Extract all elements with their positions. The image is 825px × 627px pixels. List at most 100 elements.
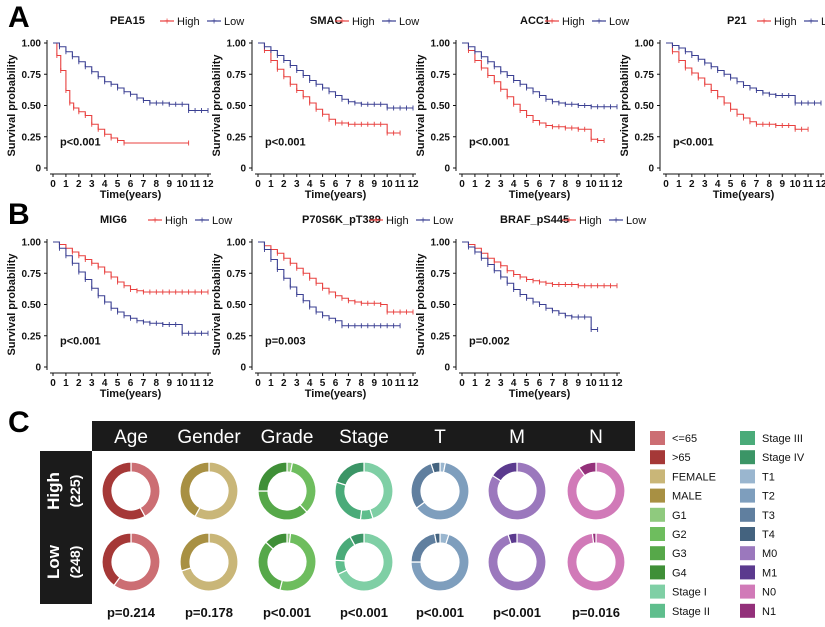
donut-slice: [179, 532, 210, 572]
x-tick-label: 3: [89, 179, 95, 190]
km-plot-p21: P21+High+Low00.250.500.751.0001234567891…: [619, 15, 825, 201]
km-curve-low: [258, 42, 413, 109]
legend-low-label: Low: [609, 16, 629, 28]
row-label-high: High: [44, 472, 63, 510]
legend-high-marker: +: [549, 17, 555, 28]
x-tick-label: 0: [255, 179, 261, 190]
x-tick-label: 1: [268, 179, 274, 190]
key-item: M1: [740, 565, 777, 580]
x-tick-label: 7: [550, 378, 556, 389]
legend-low-marker: +: [199, 216, 205, 227]
km-curve-low: [258, 241, 401, 327]
key-swatch: [740, 565, 755, 580]
donut-slice: [289, 461, 317, 513]
key-label: M1: [762, 567, 777, 579]
y-tick-label: 0.50: [22, 101, 42, 112]
row-count-high: (225): [67, 475, 83, 508]
donut-slice: [257, 541, 284, 591]
key-label: N1: [762, 606, 776, 618]
key-label: >65: [672, 452, 691, 464]
donut-slice: [433, 532, 441, 545]
x-tick-label: 3: [294, 378, 300, 389]
donut-slice: [415, 461, 470, 521]
donut-slice: [180, 532, 239, 592]
header-stage: Stage: [339, 427, 389, 448]
legend-low-label: Low: [212, 215, 232, 227]
x-tick-label: 3: [498, 179, 504, 190]
donut-slice: [487, 532, 547, 592]
y-tick-label: 0.75: [227, 70, 247, 81]
donut-low-n: [566, 532, 626, 592]
legend-high-label: High: [774, 16, 797, 28]
category-key: <=65 >65 FEMALE MALE G1 G2 G3 G4 Stage I Stage II…: [650, 431, 805, 618]
key-item: N1: [740, 603, 776, 618]
x-tick-label: 5: [524, 179, 530, 190]
key-item: G2: [650, 527, 687, 541]
km-curve-high: [462, 241, 617, 287]
key-item: Stage III: [740, 431, 803, 445]
donut-pvalue-stage: p<0.001: [340, 605, 388, 620]
x-tick-label: 9: [166, 179, 172, 190]
donut-slice: [430, 461, 441, 474]
km-curve-low: [53, 241, 208, 334]
panel-letter-c: C: [8, 406, 30, 439]
donut-slice: [336, 532, 394, 592]
donut-high-stage: [334, 461, 394, 521]
x-tick-label: 2: [76, 179, 82, 190]
donut-slice: [410, 462, 435, 509]
y-axis-label: Survival probability: [415, 54, 427, 157]
donut-low-grade: [257, 532, 317, 592]
header-t: T: [434, 427, 446, 448]
donut-slice: [101, 461, 146, 521]
x-tick-label: 4: [102, 179, 108, 190]
legend-high-label: High: [579, 215, 602, 227]
x-tick-label: 0: [459, 179, 465, 190]
y-tick-label: 1.00: [227, 39, 247, 50]
header-m: M: [509, 427, 525, 448]
x-axis-label: Time(years): [305, 189, 367, 201]
donut-slice: [257, 461, 288, 492]
key-label: FEMALE: [672, 471, 716, 483]
km-pvalue: p<0.001: [60, 336, 101, 348]
km-title: SMAC: [310, 15, 342, 27]
donut-pvalue-grade: p<0.001: [263, 605, 311, 620]
x-axis-label: Time(years): [713, 189, 775, 201]
x-tick-label: 11: [395, 378, 406, 389]
x-tick-label: 4: [102, 378, 108, 389]
y-tick-label: 0.50: [431, 101, 451, 112]
row-label-bar: [40, 451, 92, 604]
key-label: <=65: [672, 433, 697, 445]
key-label: M0: [762, 548, 777, 560]
key-swatch: [740, 469, 755, 484]
km-title: P21: [727, 15, 747, 27]
x-axis-label: Time(years): [100, 388, 162, 400]
donut-high-t: [410, 461, 470, 521]
x-tick-label: 7: [754, 179, 760, 190]
donut-matrix: Age Gender Grade Stage T M N High (225) Low (248) p…: [40, 421, 635, 620]
x-tick-label: 12: [202, 378, 214, 389]
header-grade: Grade: [261, 427, 314, 448]
donut-pvalue-n: p=0.016: [572, 605, 620, 620]
donut-slice: [257, 490, 308, 521]
x-tick-label: 12: [611, 179, 623, 190]
x-tick-label: 1: [472, 179, 478, 190]
key-item: T3: [740, 507, 775, 522]
donut-slice: [591, 532, 597, 544]
key-item: N0: [740, 584, 776, 599]
key-swatch: [740, 603, 755, 618]
x-tick-label: 10: [790, 179, 802, 190]
y-tick-label: 0.25: [227, 132, 247, 143]
legend-low-marker: +: [420, 216, 426, 227]
key-item: MALE: [650, 488, 702, 503]
x-tick-label: 0: [50, 179, 56, 190]
donut-high-gender: [179, 461, 239, 521]
key-label: T2: [762, 491, 775, 503]
donut-pvalue-t: p<0.001: [416, 605, 464, 620]
key-item: T1: [740, 469, 775, 484]
key-swatch: [740, 450, 755, 465]
panel-letter-a: A: [8, 1, 30, 34]
x-tick-label: 11: [190, 179, 201, 190]
key-label: N0: [762, 587, 776, 599]
x-tick-label: 12: [407, 179, 419, 190]
y-axis-label: Survival probability: [6, 54, 18, 157]
